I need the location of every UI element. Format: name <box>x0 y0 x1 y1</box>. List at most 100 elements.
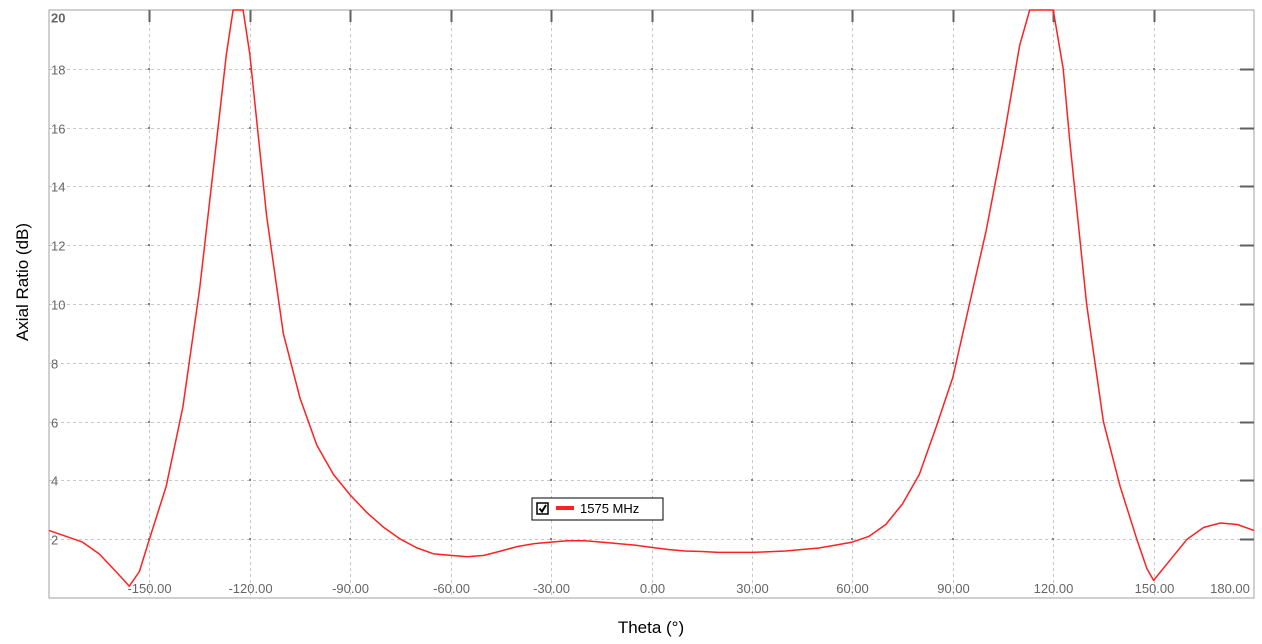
grid-intersection-dot <box>751 68 753 70</box>
y-tick-label: 10 <box>51 298 65 313</box>
grid-intersection-dot <box>751 421 753 423</box>
y-tick-label: 6 <box>51 416 58 431</box>
y-tick-label: 18 <box>51 63 65 78</box>
grid-intersection-dot <box>851 421 853 423</box>
x-tick-labels: -150.00 -120.00 -90.00 -60.00 -30.00 0.00 30.0… <box>127 581 1249 596</box>
checkbox-check-icon <box>538 504 547 514</box>
grid-intersection-dot <box>651 479 653 481</box>
x-axis-title: Theta (°) <box>618 618 684 637</box>
grid-intersection-dot <box>1052 244 1054 246</box>
grid-intersection-dot <box>751 244 753 246</box>
grid-intersection-dot <box>1153 303 1155 305</box>
grid-intersection-dot <box>349 538 351 540</box>
grid-intersection-dot <box>1153 68 1155 70</box>
y-tick-label: 14 <box>51 180 65 195</box>
grid-intersection-dot <box>148 479 150 481</box>
x-tick-label: 90.00 <box>937 581 970 596</box>
grid-intersection-dot <box>550 362 552 364</box>
grid-intersection-dot <box>550 421 552 423</box>
grid-intersection-dot <box>450 303 452 305</box>
series-line-1575-mhz <box>48 9 1255 587</box>
grid-intersection-dot <box>450 421 452 423</box>
x-tick-label: 180.00 <box>1210 581 1250 596</box>
grid-intersection-dot <box>952 185 954 187</box>
grid-intersection-dot <box>249 68 251 70</box>
y-tick-label: 4 <box>51 474 58 489</box>
y-tick-label: 12 <box>51 239 65 254</box>
grid-intersection-dot <box>550 68 552 70</box>
grid-intersection-dot <box>1052 185 1054 187</box>
grid-intersection-dot <box>349 362 351 364</box>
grid-intersection-dot <box>1052 538 1054 540</box>
grid-intersection-dot <box>249 362 251 364</box>
grid-intersection-dot <box>851 185 853 187</box>
grid-intersection-dot <box>1052 127 1054 129</box>
grid-intersection-dot <box>851 303 853 305</box>
grid-intersection-dot <box>952 303 954 305</box>
grid-intersection-dot <box>349 68 351 70</box>
x-tick-label: -90.00 <box>332 581 369 596</box>
grid-intersection-dot <box>751 127 753 129</box>
x-tick-label: 150.00 <box>1135 581 1175 596</box>
grid-intersection-dot <box>1153 244 1155 246</box>
x-tick-label: 120.00 <box>1034 581 1074 596</box>
grid-intersection-dot <box>651 244 653 246</box>
grid-intersection-dot <box>651 362 653 364</box>
grid-intersection-dot <box>249 185 251 187</box>
grid-lines <box>49 10 1254 598</box>
grid-intersection-dot <box>651 185 653 187</box>
grid-intersection-dot <box>349 303 351 305</box>
grid-intersection-dot <box>148 303 150 305</box>
grid-intersection-dot <box>450 127 452 129</box>
grid-intersection-dot <box>249 127 251 129</box>
grid-intersection-dot <box>851 479 853 481</box>
legend: 1575 MHz <box>531 497 664 521</box>
x-tick-label: 30.00 <box>736 581 769 596</box>
grid-intersection-dot <box>349 421 351 423</box>
legend-label: 1575 MHz <box>580 501 639 516</box>
grid-intersection-dot <box>952 127 954 129</box>
grid-intersection-dot <box>651 538 653 540</box>
x-tick-label: 60.00 <box>836 581 869 596</box>
x-tick-label: 0.00 <box>640 581 665 596</box>
grid-intersection-dot <box>851 362 853 364</box>
grid-intersection-dot <box>1052 421 1054 423</box>
grid-intersection-dot <box>249 538 251 540</box>
y-tick-labels: 2 4 6 8 10 12 14 16 18 20 <box>51 11 65 548</box>
legend-box <box>531 497 664 521</box>
grid-intersection-dot <box>249 421 251 423</box>
legend-checkbox[interactable] <box>536 502 549 515</box>
grid-intersection-dot <box>148 362 150 364</box>
y-tick-label: 16 <box>51 122 65 137</box>
grid-intersection-dot <box>349 479 351 481</box>
grid-intersection-dot <box>651 127 653 129</box>
grid-intersection-dot <box>751 538 753 540</box>
x-tick-label: -120.00 <box>228 581 272 596</box>
x-tick-label: -60.00 <box>433 581 470 596</box>
grid-intersection-dot <box>751 479 753 481</box>
y-tick-label: 8 <box>51 357 58 372</box>
grid-intersection-dot <box>249 303 251 305</box>
grid-intersection-dot <box>1153 127 1155 129</box>
legend-swatch <box>556 506 574 510</box>
y-tick-label: 2 <box>51 533 58 548</box>
grid-intersection-dot <box>450 68 452 70</box>
grid-intersection-dot <box>450 244 452 246</box>
grid-intersection-dot <box>952 479 954 481</box>
grid-intersection-dot <box>148 244 150 246</box>
grid-intersection-dot <box>1153 479 1155 481</box>
grid-intersection-dot <box>651 303 653 305</box>
grid-intersection-dot <box>148 68 150 70</box>
y-axis-title: Axial Ratio (dB) <box>13 223 32 341</box>
grid-intersection-dot <box>1052 303 1054 305</box>
grid-intersection-dot <box>851 244 853 246</box>
grid-intersection-dot <box>450 362 452 364</box>
grid-intersection-dot <box>1153 362 1155 364</box>
x-tick-label: -30.00 <box>533 581 570 596</box>
grid-intersection-dot <box>851 127 853 129</box>
grid-intersection-dot <box>148 185 150 187</box>
grid-intersection-dot <box>550 244 552 246</box>
grid-intersection-dot <box>851 538 853 540</box>
